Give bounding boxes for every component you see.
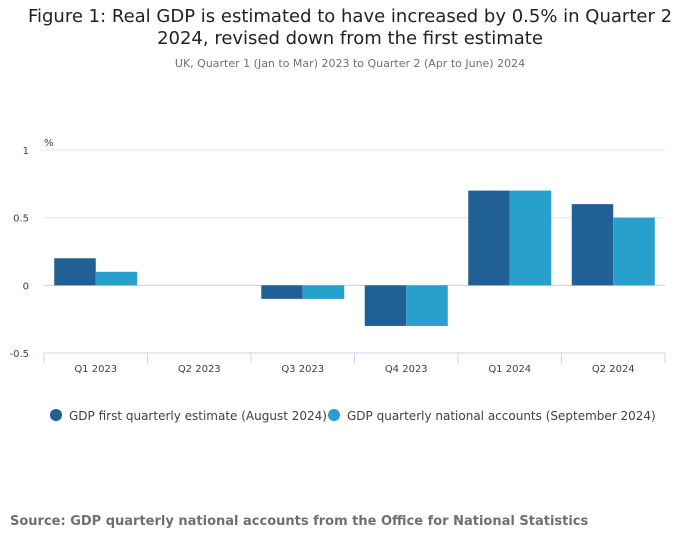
- chart-subtitle: UK, Quarter 1 (Jan to Mar) 2023 to Quart…: [174, 57, 526, 70]
- x-tick-label: Q4 2023: [385, 364, 428, 375]
- bar-first-estimate: [261, 285, 303, 299]
- y-tick-label: 0.5: [13, 214, 29, 225]
- bar-national-accounts: [406, 285, 448, 326]
- chart-title-line-1: Figure 1: Real GDP is estimated to have …: [27, 6, 673, 27]
- y-axis-label: %: [44, 138, 54, 149]
- x-tick-label: Q1 2024: [488, 364, 531, 375]
- bar-national-accounts: [95, 271, 138, 286]
- x-tick-label: Q2 2023: [178, 364, 221, 375]
- legend-label: GDP first quarterly estimate (August 202…: [69, 409, 327, 423]
- legend-marker-icon: [328, 409, 340, 421]
- y-tick-label: 0: [23, 281, 29, 292]
- bar-national-accounts: [302, 285, 345, 299]
- y-tick-label: 1: [23, 146, 29, 157]
- chart-title: Figure 1: Real GDP is estimated to have …: [0, 6, 700, 50]
- x-tick-label: Q3 2023: [281, 364, 324, 375]
- bar-national-accounts: [509, 190, 552, 286]
- bar-first-estimate: [54, 258, 96, 286]
- x-tick-label: Q2 2024: [592, 364, 635, 375]
- y-tick-label: -0.5: [9, 349, 29, 360]
- legend-label: GDP quarterly national accounts (Septemb…: [347, 409, 656, 423]
- bar-first-estimate: [571, 204, 614, 286]
- bar-national-accounts: [613, 217, 655, 286]
- legend-marker-icon: [50, 409, 62, 421]
- bar-first-estimate: [364, 285, 407, 326]
- x-tick-label: Q1 2023: [74, 364, 117, 375]
- source-note: Source: GDP quarterly national accounts …: [10, 514, 589, 529]
- bar-first-estimate: [468, 190, 510, 286]
- chart-title-line-2: 2024, revised down from the first estima…: [157, 28, 543, 49]
